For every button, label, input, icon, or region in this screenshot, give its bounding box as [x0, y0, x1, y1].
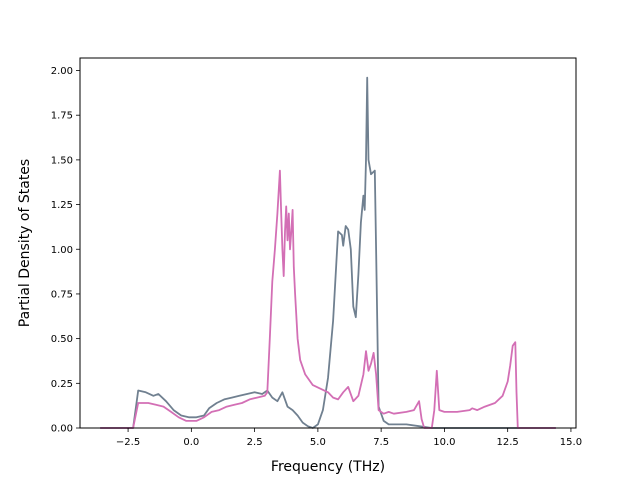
y-axis-label: Partial Density of States [17, 159, 33, 327]
y-tick-label: 1.00 [51, 245, 73, 256]
y-axis-ticks: 0.00 0.25 0.50 0.75 1.00 1.25 1.50 1.75 2.00 [51, 66, 80, 435]
y-tick-label: 1.50 [51, 155, 73, 166]
y-tick-label: 1.75 [51, 111, 73, 122]
x-tick-label: 10.0 [433, 437, 455, 448]
x-tick-label: 7.5 [373, 437, 389, 448]
x-tick-label: 12.5 [497, 437, 519, 448]
series-line-1 [100, 169, 556, 429]
x-tick-label: 2.5 [247, 437, 263, 448]
y-tick-label: 2.00 [51, 66, 73, 77]
x-tick-label: 0.0 [183, 437, 199, 448]
y-tick-label: 0.75 [51, 289, 73, 300]
x-tick-label: −2.5 [116, 437, 140, 448]
x-tick-label: 15.0 [560, 437, 582, 448]
y-tick-label: 1.25 [51, 200, 73, 211]
x-axis-label: Frequency (THz) [271, 459, 385, 475]
plot-frame [79, 57, 577, 429]
plot-area-background [80, 58, 576, 428]
x-tick-label: 5.0 [310, 437, 326, 448]
series-line-0 [100, 76, 556, 429]
y-tick-label: 0.25 [51, 379, 73, 390]
x-axis-ticks: −2.5 0.0 2.5 5.0 7.5 10.0 12.5 15.0 [116, 428, 582, 448]
y-tick-label: 0.00 [51, 424, 73, 435]
series-layer [100, 76, 556, 429]
y-tick-label: 0.50 [51, 334, 73, 345]
